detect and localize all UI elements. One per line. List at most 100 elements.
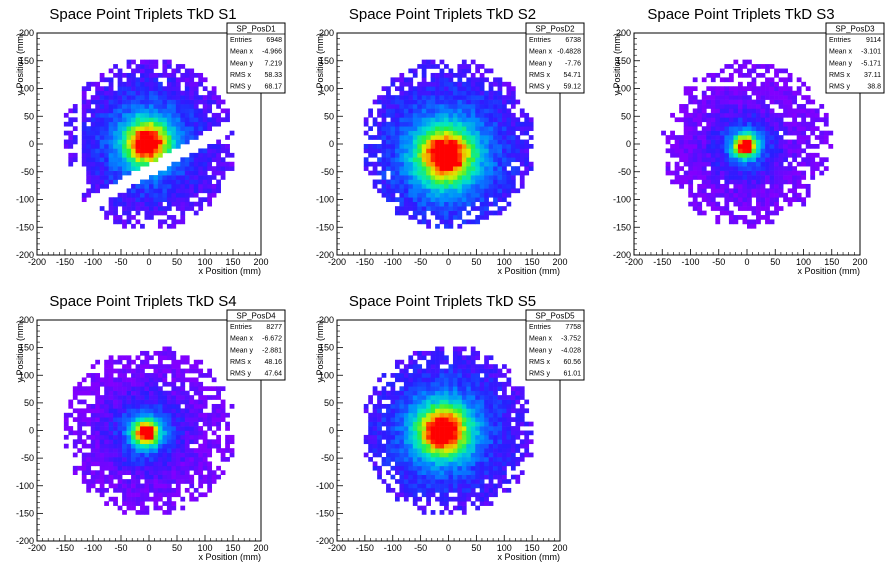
heatmap-cell [144,81,150,87]
heatmap-cell [135,355,141,361]
heatmap-cell [198,152,204,158]
heatmap-cell [408,390,414,396]
heatmap-cell [724,117,730,123]
heatmap-cell [430,350,436,356]
heatmap-cell [452,355,458,361]
heatmap-cell [452,408,458,414]
heatmap-cell [783,81,788,87]
heatmap-cell [99,95,105,100]
heatmap-cell [452,161,458,167]
heatmap-cell [461,72,467,78]
x-tick-label: -200 [28,543,46,553]
heatmap-cell [461,64,467,69]
heatmap-cell [674,148,680,154]
heatmap-cell [86,117,92,123]
heatmap-cell [475,439,481,445]
heatmap-cell [470,364,476,369]
heatmap-cell [452,377,458,383]
heatmap-cell [135,434,141,440]
heatmap-cell [162,117,168,123]
heatmap-cell [63,434,69,440]
heatmap-cell [104,412,109,418]
heatmap-cell [408,386,414,392]
heatmap-cell [742,108,748,114]
heatmap-cell [506,188,512,194]
heatmap-cell [220,386,226,392]
heatmap-cell [162,86,168,92]
heatmap-cell [180,474,186,480]
heatmap-cell [479,99,485,105]
heatmap-cell [430,72,436,78]
x-tick-label: 50 [471,257,481,267]
heatmap-cell [412,403,418,409]
heatmap-cell [117,215,123,220]
heatmap-cell [149,443,154,449]
heatmap-cell [470,117,476,123]
heatmap-cell [189,368,195,374]
heatmap-cell [135,206,141,211]
heatmap-cell [448,188,454,194]
heatmap-cell [180,479,186,484]
heatmap-cell [193,175,199,180]
heatmap-cell [153,144,159,149]
heatmap-cell [144,112,150,118]
heatmap-cell [484,201,489,207]
heatmap-cell [184,95,190,100]
heatmap-cell [162,408,168,414]
heatmap-cell [180,90,186,96]
heatmap-cell [157,201,163,207]
heatmap-cell [765,77,770,83]
heatmap-cell [710,170,716,176]
heatmap-cell [470,130,476,136]
heatmap-cell [452,126,458,131]
heatmap-cell [126,148,132,154]
heatmap-cell [372,439,378,445]
heatmap-cell [457,99,463,105]
heatmap-cell [823,117,829,123]
heatmap-cell [175,368,181,374]
heatmap-cell [99,166,105,171]
heatmap-cell [461,461,467,467]
heatmap-cell [417,206,423,211]
heatmap-cell [737,144,743,149]
heatmap-cell [390,157,396,163]
heatmap-cell [126,496,132,502]
heatmap-cell [751,210,757,216]
heatmap-cell [421,403,427,409]
heatmap-cell [719,135,725,140]
heatmap-cell [430,421,436,427]
heatmap-cell [457,390,463,396]
heatmap-cell [697,104,703,109]
heatmap-cell [403,90,409,96]
heatmap-cell [493,139,498,145]
heatmap-cell [457,130,463,136]
heatmap-cell [683,161,689,167]
heatmap-cell [426,364,431,369]
heatmap-cell [412,161,418,167]
heatmap-cell [117,487,123,493]
heatmap-cell [466,399,472,405]
heatmap-cell [479,215,485,220]
heatmap-cell [457,377,463,383]
heatmap-cell [149,386,154,392]
heatmap-cell [153,112,159,118]
heatmap-cell [661,130,666,136]
heatmap-cell [202,166,208,171]
heatmap-cell [198,206,204,211]
heatmap-cell [63,412,69,418]
heatmap-cell [90,426,96,431]
heatmap-cell [90,175,96,180]
heatmap-cell [475,175,481,180]
heatmap-cell [403,183,409,189]
heatmap-cell [787,90,793,96]
heatmap-cell [189,166,195,171]
heatmap-cell [140,474,145,480]
heatmap-cell [193,465,199,471]
heatmap-cell [470,403,476,409]
heatmap-cell [426,197,431,203]
heatmap-cell [769,166,775,171]
heatmap-cell [461,439,467,445]
heatmap-cell [479,403,485,409]
heatmap-cell [149,139,154,145]
heatmap-cell [805,192,811,198]
